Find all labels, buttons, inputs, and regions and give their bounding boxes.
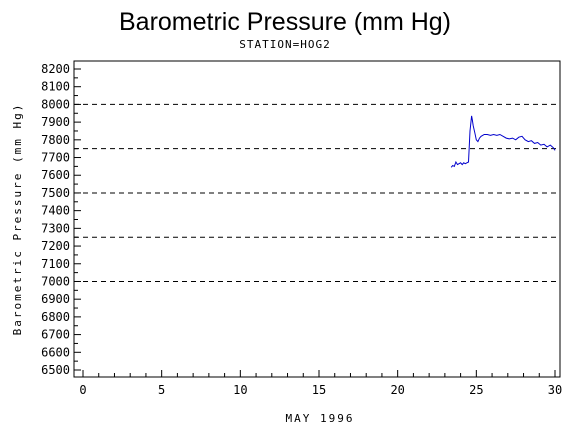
chart-title: Barometric Pressure (mm Hg): [119, 8, 451, 36]
y-tick-label: 7500: [41, 186, 70, 200]
y-tick-label: 7900: [41, 115, 70, 129]
x-tick-label: 0: [79, 383, 86, 397]
y-tick-label: 7700: [41, 151, 70, 165]
x-tick-label: 10: [233, 383, 247, 397]
x-tick-label: 25: [469, 383, 483, 397]
y-tick-label: 6800: [41, 310, 70, 324]
y-tick-label: 7800: [41, 133, 70, 147]
y-tick-label: 6900: [41, 292, 70, 306]
x-axis-label: MAY 1996: [286, 412, 355, 425]
y-tick-label: 6600: [41, 345, 70, 359]
y-tick-label: 7200: [41, 239, 70, 253]
x-tick-label: 30: [548, 383, 562, 397]
y-tick-label: 8100: [41, 80, 70, 94]
plot-frame: [73, 60, 561, 378]
y-tick-label: 8200: [41, 62, 70, 76]
y-tick-label: 7100: [41, 257, 70, 271]
plot-area: 6500 6600 6700 6800 6900 7000 7100 7200 7300 7400…: [41, 60, 562, 397]
y-axis-label: Barometric Pressure (mm Hg): [11, 103, 24, 336]
y-tick-label: 6700: [41, 328, 70, 342]
y-tick-label: 8000: [41, 97, 70, 111]
y-tick-label: 6500: [41, 363, 70, 377]
x-tick-label: 5: [158, 383, 165, 397]
x-tick-label: 15: [312, 383, 326, 397]
series-line-0: [450, 115, 556, 168]
y-tick-label: 7000: [41, 274, 70, 288]
y-tick-label: 7600: [41, 168, 70, 182]
y-tick-label: 7300: [41, 221, 70, 235]
x-tick-label: 20: [390, 383, 404, 397]
y-tick-label: 7400: [41, 204, 70, 218]
chart-subtitle: STATION=HOG2: [239, 38, 330, 51]
